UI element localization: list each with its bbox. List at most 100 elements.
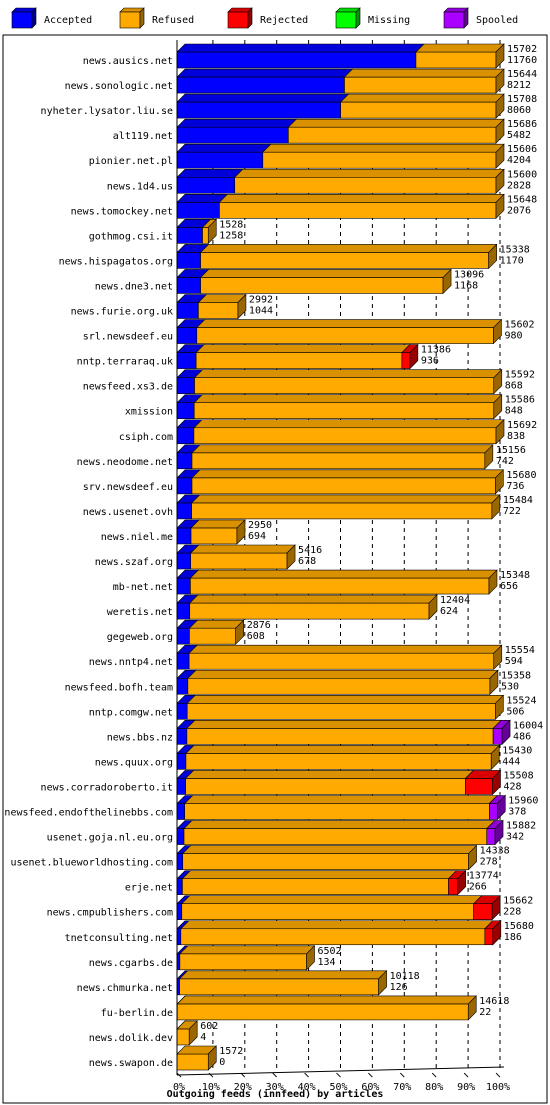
bar-segment-refused <box>234 176 497 194</box>
row-accepted-count: 134 <box>318 957 336 968</box>
bar-segment-refused <box>200 277 444 294</box>
bar-top-refused <box>190 494 501 504</box>
bar-segment-refused <box>415 51 497 69</box>
bar-side-refused <box>495 43 505 69</box>
row-accepted-count: 1258 <box>219 230 243 241</box>
bar-top-accepted <box>176 118 298 128</box>
row-accepted-count: 868 <box>505 381 523 392</box>
bar-side-rejected <box>492 920 502 946</box>
bar-segment-accepted <box>176 753 187 770</box>
row-label: srv.newsdeef.eu <box>83 482 173 493</box>
bar-segment-refused <box>188 652 495 670</box>
row-label: tnetconsulting.net <box>65 933 173 944</box>
bar-top-refused <box>181 895 483 905</box>
bar-segment-accepted <box>176 728 188 745</box>
legend-label: Refused <box>152 15 194 26</box>
row-total: 14618 <box>479 996 509 1007</box>
row-label: usenet.goja.nl.eu.org <box>47 833 173 844</box>
bar-row-news.cgarbs.de <box>176 945 316 971</box>
row-label: news.usenet.ovh <box>83 507 173 518</box>
bar-top-accepted <box>176 43 425 53</box>
row-label: nntp.terraraq.uk <box>77 357 173 368</box>
bar-top-refused <box>180 920 494 930</box>
row-accepted-count: 486 <box>513 731 531 742</box>
row-label: news.neodome.net <box>77 457 173 468</box>
bar-top-refused <box>195 344 411 353</box>
bar-segment-accepted <box>176 202 220 219</box>
bar-top-refused <box>179 945 316 955</box>
x-axis: 0% 10% 20% 30% 40% 50% 60% 70% 80% 90% 100% <box>173 40 510 1093</box>
x-tick-label: 100% <box>486 1082 510 1093</box>
bar-side-refused <box>493 644 503 670</box>
bar-top-refused <box>187 669 499 679</box>
row-label: news.furie.org.uk <box>71 307 173 318</box>
row-label: news.niel.me <box>101 532 173 543</box>
bar-segment-refused <box>189 627 236 645</box>
bar-segment-refused <box>183 828 488 845</box>
bar-side-refused <box>493 393 503 420</box>
bar-top-accepted <box>176 143 272 153</box>
row-accepted-count: 608 <box>247 631 265 642</box>
bar-segment-rejected <box>473 903 493 921</box>
row-label: news.szaf.org <box>95 557 173 568</box>
bar-segment-accepted <box>176 76 345 94</box>
row-accepted-count: 936 <box>421 356 439 367</box>
row-label: newsfeed.endofthelinebbs.com <box>4 808 173 819</box>
bar-segment-refused <box>180 928 486 946</box>
row-accepted-count: 980 <box>504 331 522 342</box>
plot-frame <box>2 34 548 1104</box>
row-accepted-count: 444 <box>502 756 520 767</box>
row-accepted-count: 11760 <box>507 55 537 66</box>
row-label: news.1d4.us <box>107 181 173 192</box>
row-accepted-count: 838 <box>507 431 525 442</box>
bar-top-refused <box>183 795 499 804</box>
row-accepted-count: 378 <box>508 807 526 818</box>
bar-segment-accepted <box>176 527 192 545</box>
row-total: 602 <box>200 1021 218 1032</box>
bar-side-refused <box>236 519 246 545</box>
row-total: 2950 <box>248 520 272 531</box>
bar-segment-refused <box>189 602 430 620</box>
bar-top-refused <box>196 319 503 328</box>
bar-segment-accepted <box>176 552 192 570</box>
bar-segment-refused <box>262 151 497 169</box>
legend-item-accepted: Accepted <box>11 7 92 29</box>
row-label: fu-berlin.de <box>101 1008 173 1019</box>
row-total: 1572 <box>219 1046 243 1057</box>
bar-top-refused <box>193 394 503 404</box>
legend: Accepted Refused Rejected Missing Spooled <box>11 7 518 29</box>
row-total: 15484 <box>503 495 533 506</box>
bar-segment-refused <box>185 753 492 770</box>
x-tick <box>399 1072 405 1078</box>
x-tick <box>463 1072 469 1078</box>
bar-top-refused <box>415 43 505 53</box>
row-label: pionier.net.pl <box>89 156 173 167</box>
x-tick-label: 40% <box>298 1082 316 1093</box>
bar-row-news.neodome.net <box>176 444 494 470</box>
bar-row-gegeweb.org <box>176 619 245 645</box>
legend-item-refused: Refused <box>119 7 194 29</box>
bar-segment-accepted <box>176 627 190 645</box>
row-total: 2992 <box>249 295 273 306</box>
legend-swatch <box>119 11 141 29</box>
bar-segment-refused <box>190 552 288 570</box>
row-accepted-count: 2828 <box>507 180 531 191</box>
row-accepted-count: 278 <box>480 857 498 868</box>
bar-segment-refused <box>196 327 494 344</box>
row-label: weretis.net <box>107 607 173 618</box>
row-total: 13774 <box>469 871 499 882</box>
bar-top-refused <box>184 770 475 779</box>
row-label: news.tomockey.net <box>71 206 173 217</box>
row-label: news.corradoroberto.it <box>41 782 173 793</box>
bar-segment-refused <box>184 803 490 820</box>
bar-segment-accepted <box>176 252 201 269</box>
bar-row-usenet.blueworldhosting.com <box>176 844 478 871</box>
bar-segment-accepted <box>176 853 184 870</box>
bar-side-refused <box>467 995 477 1021</box>
bar-row-news.quux.org <box>176 744 500 771</box>
bar-side-refused <box>306 945 315 971</box>
row-accepted-count: 22 <box>479 1007 491 1018</box>
bar-segment-refused <box>288 126 497 144</box>
row-accepted-count: 8060 <box>507 105 531 116</box>
